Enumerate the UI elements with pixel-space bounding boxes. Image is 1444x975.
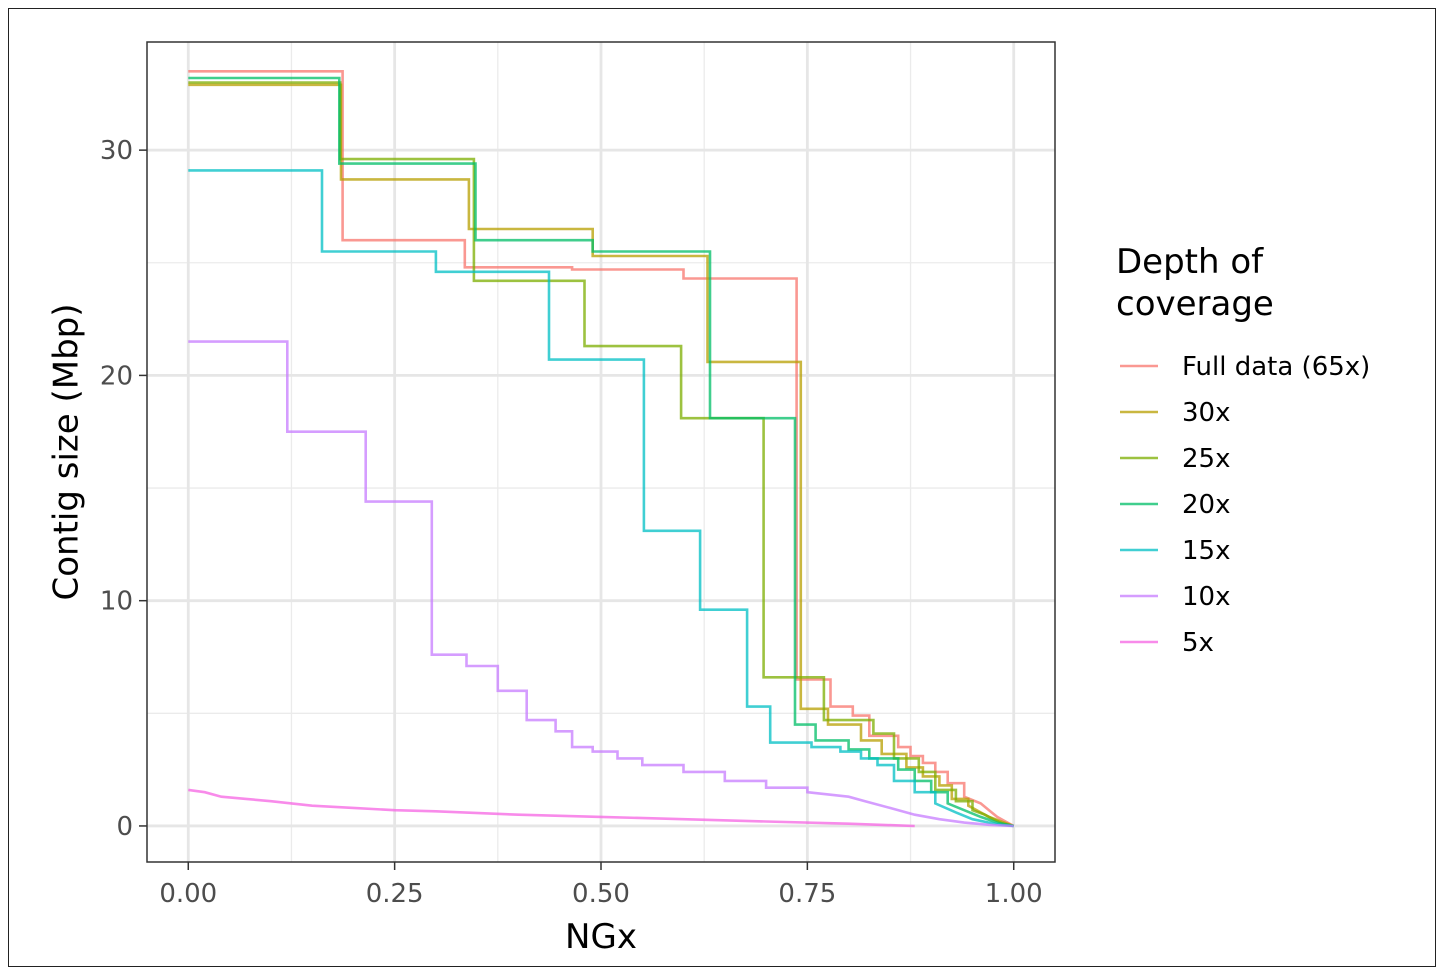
x-tick-label: 1.00	[985, 879, 1043, 909]
legend-items: Full data (65x) 30x 25x 20x 15x 10x 5x	[1120, 352, 1370, 658]
series-line-1	[188, 83, 1015, 828]
legend-label-0: Full data (65x)	[1182, 352, 1370, 382]
y-tick-label: 10	[100, 587, 133, 617]
legend-label-1: 30x	[1182, 398, 1230, 428]
y-axis-title: Contig size (Mbp)	[47, 303, 87, 600]
series-line-4	[188, 169, 1014, 828]
legend-label-4: 15x	[1182, 536, 1230, 566]
series-line-5	[188, 340, 1014, 828]
x-tick-label: 0.25	[366, 879, 424, 909]
legend-label-2: 25x	[1182, 444, 1230, 474]
series-line-0	[188, 70, 1015, 828]
series-layer	[188, 70, 1015, 828]
series-line-6	[188, 788, 915, 828]
legend-label-5: 10x	[1182, 582, 1230, 612]
y-tick-label: 20	[100, 361, 133, 391]
y-tick-label: 30	[100, 136, 133, 166]
legend-label-6: 5x	[1182, 628, 1214, 658]
axes: 0.00 0.25 0.50 0.75 1.00 0 10 20 30	[100, 136, 1043, 909]
series-line-3	[188, 76, 1014, 828]
figure-frame	[8, 8, 1436, 967]
legend-title-line-1: Depth of	[1116, 242, 1264, 282]
x-tick-label: 0.00	[159, 879, 217, 909]
legend-title-line-2: coverage	[1116, 284, 1274, 324]
x-tick-label: 0.75	[778, 879, 836, 909]
series-line-2	[188, 81, 1014, 828]
grid	[147, 42, 1055, 862]
x-axis-title: NGx	[565, 917, 637, 957]
legend: Depth of coverage Full data (65x) 30x 25x 2…	[1116, 242, 1370, 658]
x-tick-label: 0.50	[572, 879, 630, 909]
legend-label-3: 20x	[1182, 490, 1230, 520]
y-tick-label: 0	[116, 812, 133, 842]
